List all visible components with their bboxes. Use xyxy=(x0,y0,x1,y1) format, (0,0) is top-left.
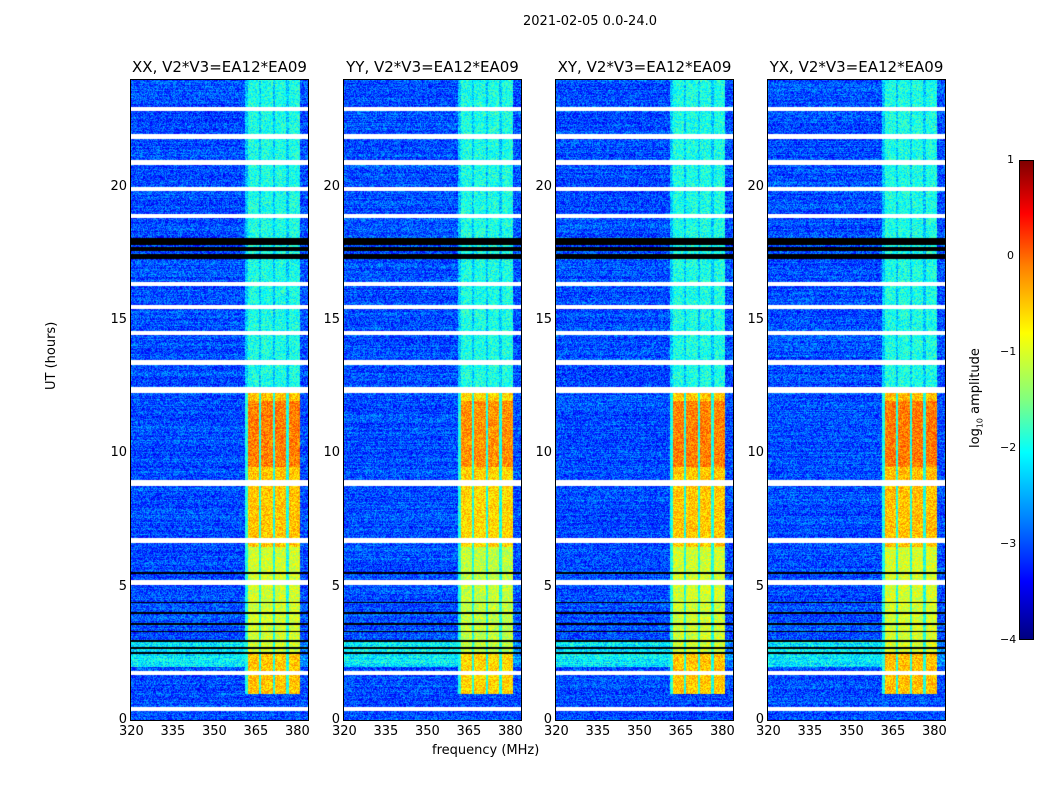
x-tick-label: 335 xyxy=(373,724,399,739)
y-tick-label: 0 xyxy=(331,712,340,727)
y-tick-label: 15 xyxy=(323,312,340,327)
y-tick-label: 10 xyxy=(110,445,127,461)
x-tick-label: 365 xyxy=(243,724,269,739)
x-tick-label: 335 xyxy=(797,724,823,739)
y-tick-label: 10 xyxy=(535,445,552,461)
spectrogram-panel: YY, V2*V3=EA12*EA09 xyxy=(343,58,522,721)
y-tick-label: 20 xyxy=(110,178,127,194)
x-tick-label: 320 xyxy=(119,724,144,739)
x-tick-label: 365 xyxy=(668,724,694,739)
x-tick-label: 365 xyxy=(880,724,906,739)
y-tick-label: 15 xyxy=(535,312,552,327)
x-tick-label: 380 xyxy=(497,724,523,739)
y-tick-label: 10 xyxy=(747,445,764,461)
y-tick-label: 5 xyxy=(755,578,764,594)
y-tick-label: 20 xyxy=(747,178,764,194)
y-tick-label: 15 xyxy=(110,312,127,327)
spectrogram-panel: XX, V2*V3=EA12*EA09 xyxy=(130,58,309,721)
y-tick-label: 0 xyxy=(543,712,552,727)
panel-title: XY, V2*V3=EA12*EA09 xyxy=(557,58,732,76)
spectrogram-panel: YX, V2*V3=EA12*EA09 xyxy=(767,58,946,721)
colorbar-tick-label: 0 xyxy=(1007,249,1014,262)
x-tick-label: 380 xyxy=(284,724,310,739)
x-tick-label: 335 xyxy=(585,724,611,739)
x-tick-label: 350 xyxy=(838,724,864,739)
spectrogram-heatmap xyxy=(131,80,308,720)
panel-title: YX, V2*V3=EA12*EA09 xyxy=(769,58,944,76)
y-tick-label: 5 xyxy=(543,578,552,594)
colorbar-tick-label: 1 xyxy=(1007,153,1014,166)
colorbar-label: log10 amplitude xyxy=(968,348,985,448)
y-tick-label: 0 xyxy=(755,712,764,727)
x-tick-label: 320 xyxy=(756,724,781,739)
x-tick-label: 365 xyxy=(456,724,482,739)
x-tick-label: 380 xyxy=(709,724,735,739)
colorbar-tick-label: −3 xyxy=(1000,537,1017,550)
y-axis-label: UT (hours) xyxy=(44,321,59,390)
y-tick-label: 20 xyxy=(323,178,340,194)
y-tick-label: 10 xyxy=(323,445,340,461)
spectrogram-heatmap xyxy=(556,80,733,720)
colorbar-tick-label: −4 xyxy=(1000,633,1017,646)
y-tick-label: 15 xyxy=(747,312,764,327)
colorbar-tick-label: −2 xyxy=(1000,441,1017,454)
panel-title: YY, V2*V3=EA12*EA09 xyxy=(346,58,519,76)
x-tick-label: 380 xyxy=(921,724,947,739)
panel-title: XX, V2*V3=EA12*EA09 xyxy=(132,58,307,76)
figure-title: 2021-02-05 0.0-24.0 xyxy=(523,14,657,29)
x-tick-label: 350 xyxy=(626,724,652,739)
x-tick-label: 350 xyxy=(414,724,440,739)
y-tick-label: 20 xyxy=(535,178,552,194)
x-tick-label: 335 xyxy=(160,724,186,739)
spectrogram-heatmap xyxy=(768,80,945,720)
x-axis-label: frequency (MHz) xyxy=(432,743,540,758)
x-tick-label: 320 xyxy=(544,724,569,739)
x-tick-label: 350 xyxy=(201,724,227,739)
spectrogram-heatmap xyxy=(344,80,521,720)
spectrogram-panel: XY, V2*V3=EA12*EA09 xyxy=(555,58,734,721)
y-tick-label: 0 xyxy=(118,712,127,727)
y-tick-label: 5 xyxy=(331,578,340,594)
colorbar xyxy=(1019,160,1034,640)
colorbar-tick-label: −1 xyxy=(1000,345,1017,358)
x-tick-label: 320 xyxy=(332,724,357,739)
y-tick-label: 5 xyxy=(118,578,127,594)
